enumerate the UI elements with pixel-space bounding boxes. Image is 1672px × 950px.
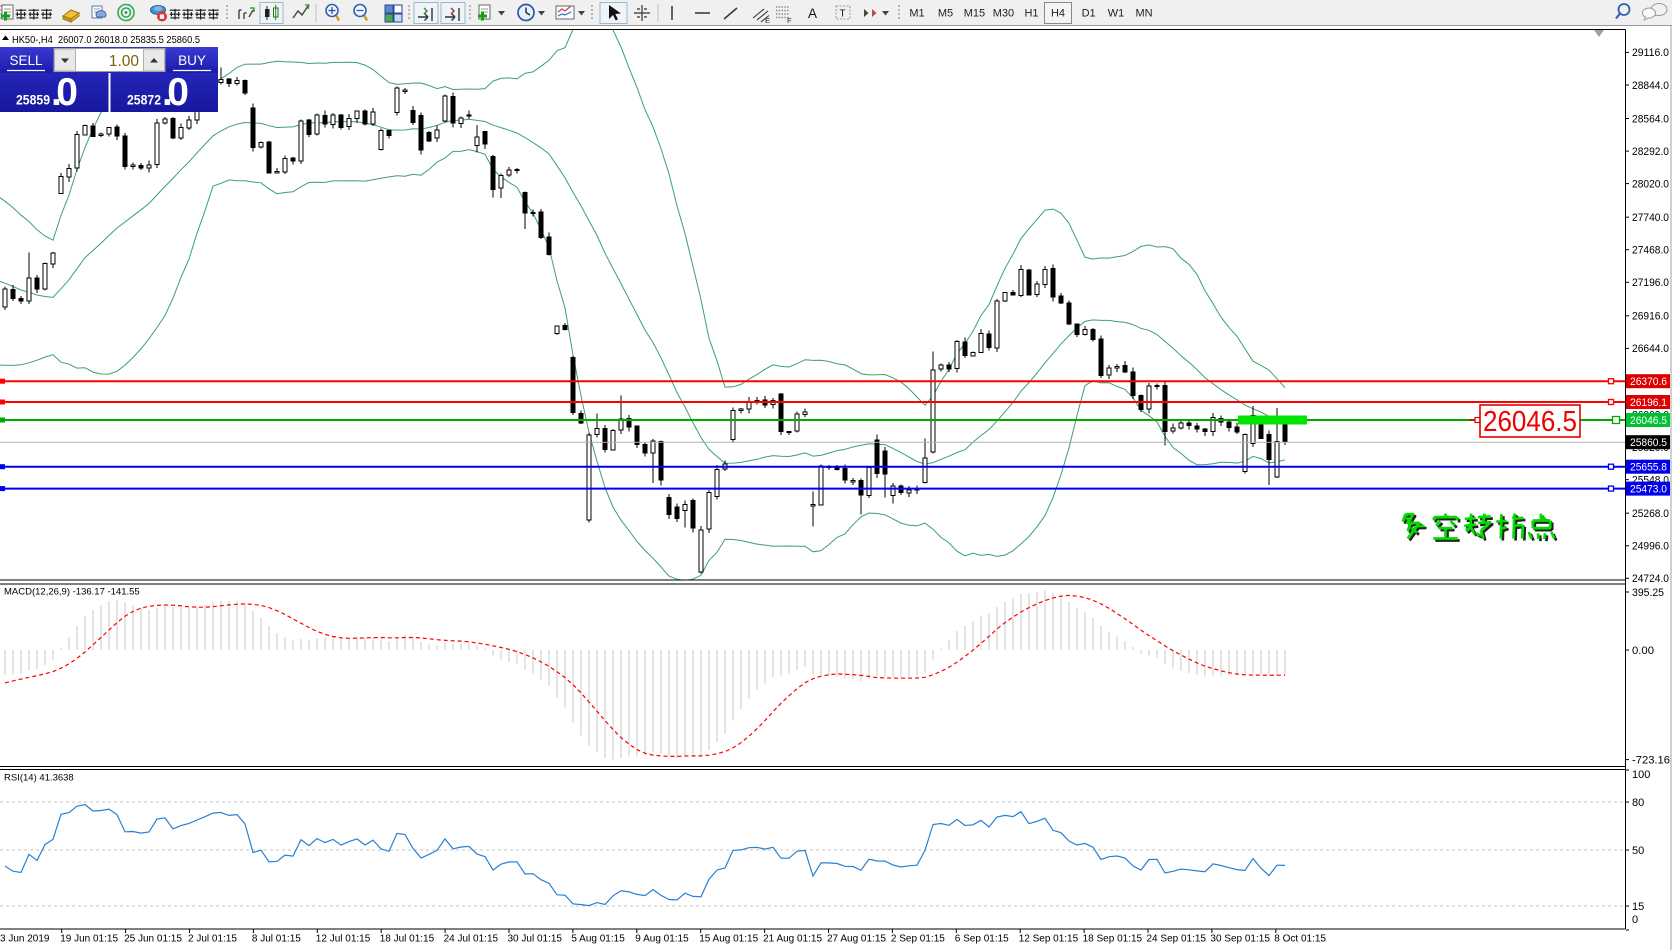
svg-text:RSI(14) 41.3638: RSI(14) 41.3638 bbox=[4, 773, 74, 784]
svg-text:29116.0: 29116.0 bbox=[1632, 47, 1669, 59]
svg-text:18 Jul 01:15: 18 Jul 01:15 bbox=[380, 934, 435, 945]
svg-text:MACD(12,26,9) -136.17 -141.55: MACD(12,26,9) -136.17 -141.55 bbox=[4, 587, 140, 598]
svg-text:W1: W1 bbox=[1108, 8, 1125, 20]
svg-text:12 Sep 01:15: 12 Sep 01:15 bbox=[1019, 934, 1079, 945]
svg-text:8 Jul 01:15: 8 Jul 01:15 bbox=[252, 934, 301, 945]
svg-text:24 Sep 01:15: 24 Sep 01:15 bbox=[1147, 934, 1207, 945]
svg-text:3 Jun 2019: 3 Jun 2019 bbox=[0, 934, 50, 945]
svg-text:T: T bbox=[840, 9, 846, 20]
svg-text:26046.5: 26046.5 bbox=[1483, 406, 1577, 438]
svg-text:.0: .0 bbox=[162, 71, 189, 114]
svg-text:24996.0: 24996.0 bbox=[1632, 541, 1669, 553]
svg-text:26370.6: 26370.6 bbox=[1630, 376, 1667, 388]
svg-text:27 Aug 01:15: 27 Aug 01:15 bbox=[827, 934, 886, 945]
svg-text:24724.0: 24724.0 bbox=[1632, 573, 1669, 585]
svg-text:M30: M30 bbox=[993, 8, 1014, 20]
svg-text:26046.5: 26046.5 bbox=[1630, 415, 1667, 427]
svg-text:0: 0 bbox=[1632, 914, 1638, 926]
svg-text:6 Sep 01:15: 6 Sep 01:15 bbox=[955, 934, 1009, 945]
svg-text:SELL: SELL bbox=[9, 53, 43, 68]
svg-text:H4: H4 bbox=[1051, 8, 1065, 20]
svg-text:A: A bbox=[808, 6, 817, 21]
svg-text:25859: 25859 bbox=[16, 92, 50, 108]
svg-text:30 Sep 01:15: 30 Sep 01:15 bbox=[1210, 934, 1270, 945]
svg-text:25473.0: 25473.0 bbox=[1630, 483, 1667, 495]
svg-text:25655.8: 25655.8 bbox=[1630, 462, 1667, 474]
svg-text:M15: M15 bbox=[964, 8, 985, 20]
svg-text:27196.0: 27196.0 bbox=[1632, 277, 1669, 289]
svg-text:50: 50 bbox=[1632, 845, 1644, 857]
svg-text:28564.0: 28564.0 bbox=[1632, 113, 1669, 125]
svg-text:D1: D1 bbox=[1082, 8, 1096, 20]
svg-text:15: 15 bbox=[1632, 901, 1644, 913]
svg-text:1.00: 1.00 bbox=[109, 53, 140, 70]
svg-text:19 Jun 01:15: 19 Jun 01:15 bbox=[60, 934, 118, 945]
svg-text:E: E bbox=[765, 16, 770, 25]
svg-text:H1: H1 bbox=[1024, 8, 1038, 20]
svg-text:25 Jun 01:15: 25 Jun 01:15 bbox=[124, 934, 182, 945]
svg-text:100: 100 bbox=[1632, 769, 1650, 781]
svg-text:2 Sep 01:15: 2 Sep 01:15 bbox=[891, 934, 945, 945]
svg-text:BUY: BUY bbox=[178, 53, 206, 68]
svg-text:21 Aug 01:15: 21 Aug 01:15 bbox=[763, 934, 822, 945]
svg-text:-723.16: -723.16 bbox=[1632, 754, 1670, 766]
svg-text:8 Oct 01:15: 8 Oct 01:15 bbox=[1274, 934, 1326, 945]
svg-text:26196.1: 26196.1 bbox=[1630, 397, 1667, 409]
svg-text:0.00: 0.00 bbox=[1632, 645, 1654, 657]
svg-text:F: F bbox=[787, 16, 792, 25]
svg-text:15 Aug 01:15: 15 Aug 01:15 bbox=[699, 934, 758, 945]
svg-text:28292.0: 28292.0 bbox=[1632, 146, 1669, 158]
svg-text:26644.0: 26644.0 bbox=[1632, 343, 1669, 355]
svg-text:HK50-,H4 26007.0 26018.0 2583: HK50-,H4 26007.0 26018.0 25835.5 25860.5 bbox=[12, 34, 200, 46]
svg-text:27740.0: 27740.0 bbox=[1632, 212, 1669, 224]
svg-text:30 Jul 01:15: 30 Jul 01:15 bbox=[508, 934, 563, 945]
svg-text:9 Aug 01:15: 9 Aug 01:15 bbox=[635, 934, 689, 945]
svg-text:M1: M1 bbox=[909, 8, 924, 20]
svg-text:5 Aug 01:15: 5 Aug 01:15 bbox=[571, 934, 625, 945]
svg-text:M5: M5 bbox=[938, 8, 953, 20]
svg-text:.0: .0 bbox=[51, 71, 78, 114]
svg-text:25860.5: 25860.5 bbox=[1630, 437, 1667, 449]
svg-text:12 Jul 01:15: 12 Jul 01:15 bbox=[316, 934, 371, 945]
svg-text:28020.0: 28020.0 bbox=[1632, 178, 1669, 190]
svg-text:395.25: 395.25 bbox=[1632, 587, 1664, 599]
svg-text:2 Jul 01:15: 2 Jul 01:15 bbox=[188, 934, 237, 945]
svg-text:26916.0: 26916.0 bbox=[1632, 311, 1669, 323]
svg-text:28844.0: 28844.0 bbox=[1632, 80, 1669, 92]
svg-text:25268.0: 25268.0 bbox=[1632, 508, 1669, 520]
svg-text:MN: MN bbox=[1135, 8, 1152, 20]
svg-text:25872: 25872 bbox=[127, 92, 161, 108]
svg-text:27468.0: 27468.0 bbox=[1632, 245, 1669, 257]
svg-text:18 Sep 01:15: 18 Sep 01:15 bbox=[1083, 934, 1143, 945]
svg-text:80: 80 bbox=[1632, 797, 1644, 809]
svg-text:24 Jul 01:15: 24 Jul 01:15 bbox=[444, 934, 499, 945]
